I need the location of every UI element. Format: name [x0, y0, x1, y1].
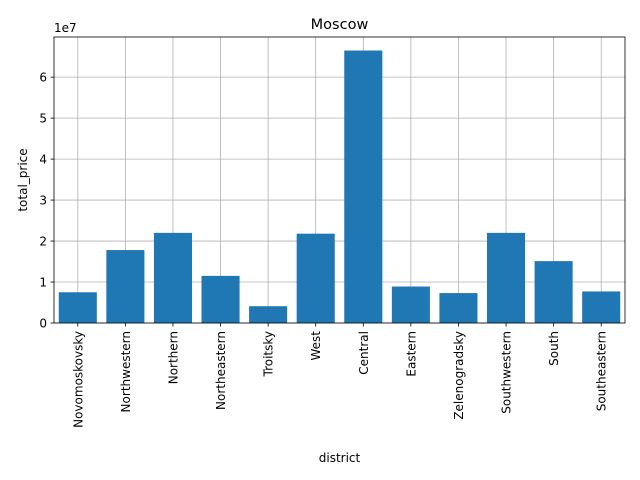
x-tick-label: Northern — [166, 331, 180, 384]
x-tick-label: Zelenogradsky — [452, 331, 466, 420]
bar — [344, 50, 383, 324]
bar — [296, 233, 335, 323]
bar — [534, 261, 573, 323]
y-tick-label: 4 — [39, 152, 47, 166]
x-tick-label: South — [547, 331, 561, 366]
x-tick-label: Troitsky — [262, 331, 276, 378]
x-tick-label: West — [309, 331, 323, 361]
bar — [249, 306, 288, 323]
x-tick-label: Northeastern — [214, 331, 228, 410]
bars — [58, 50, 621, 324]
x-tick-label: Southeastern — [595, 331, 609, 411]
x-tick-label: Eastern — [404, 331, 418, 377]
bar — [153, 232, 192, 323]
bar — [582, 291, 621, 323]
chart-title: Moscow — [311, 17, 369, 33]
y-tick-label: 6 — [39, 70, 47, 84]
x-tick-label: Southwestern — [500, 331, 514, 414]
y-tick-label: 3 — [39, 193, 47, 207]
x-axis: Novomoskovsky Northwestern Northern Northea… — [71, 323, 609, 428]
y-axis-scale-label: 1e7 — [54, 21, 77, 35]
bar — [391, 286, 430, 323]
bar — [439, 293, 478, 323]
y-tick-label: 5 — [39, 111, 47, 125]
bar — [58, 292, 97, 323]
x-axis-label: district — [319, 451, 361, 465]
y-tick-label: 0 — [39, 316, 47, 330]
y-tick-label: 2 — [39, 234, 47, 248]
x-tick-label: Northwestern — [119, 331, 133, 412]
bar — [106, 250, 145, 323]
y-axis-label: total_price — [16, 148, 30, 211]
plot-frame — [53, 36, 626, 324]
x-tick-label: Novomoskovsky — [71, 331, 85, 428]
y-tick-label: 1 — [39, 275, 47, 289]
bar — [201, 275, 240, 323]
y-axis: 0 1 2 3 4 5 6 — [39, 70, 54, 330]
bar — [487, 232, 526, 323]
x-tick-label: Central — [357, 331, 371, 375]
